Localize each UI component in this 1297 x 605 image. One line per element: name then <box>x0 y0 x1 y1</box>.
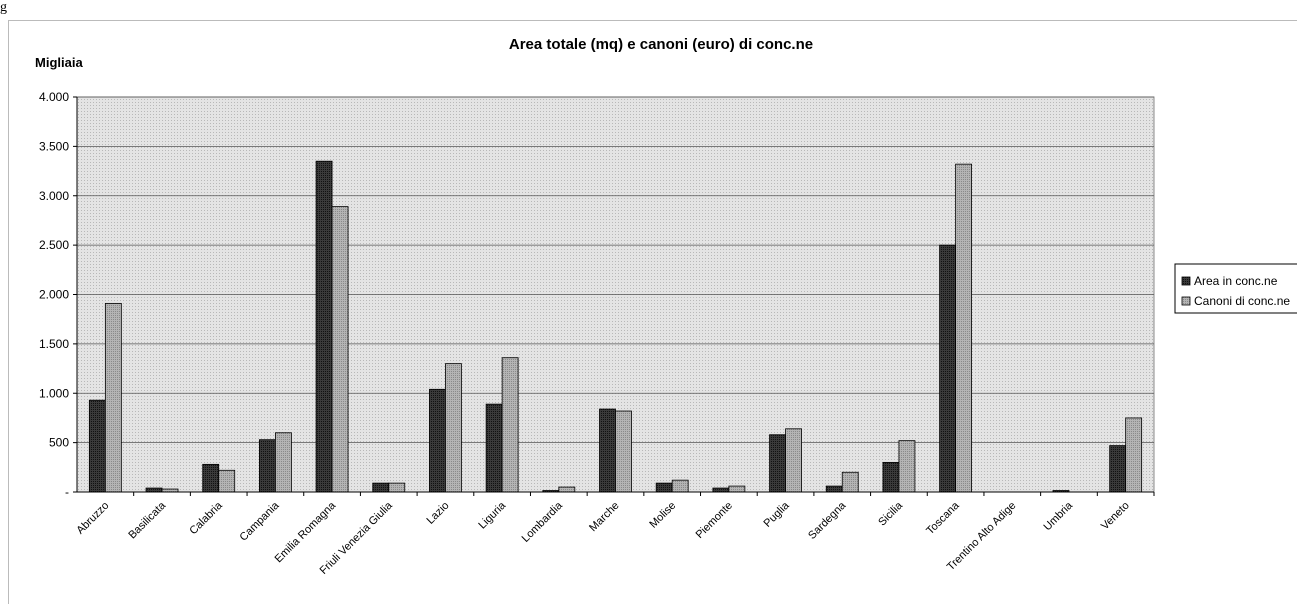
legend-swatch-area <box>1182 277 1190 285</box>
x-category-label: Veneto <box>1099 500 1132 533</box>
bar-canoni <box>672 480 688 492</box>
y-tick-label: 3.500 <box>39 139 69 153</box>
x-category-label: Piemonte <box>694 500 735 541</box>
x-category-label: Abruzzo <box>74 500 111 537</box>
bar-area <box>713 488 729 492</box>
y-tick-label: 1.500 <box>39 337 69 351</box>
bar-canoni <box>275 433 291 492</box>
x-category-label: Basilicata <box>126 499 168 541</box>
bar-canoni <box>786 429 802 492</box>
legend-swatch-canoni <box>1182 297 1190 305</box>
bar-canoni <box>219 470 235 492</box>
legend-label-canoni: Canoni di conc.ne <box>1194 294 1290 308</box>
x-category-label: Umbria <box>1042 499 1076 533</box>
x-category-label: Toscana <box>924 499 962 537</box>
x-category-label: Molise <box>647 500 678 531</box>
x-category-label: Sardegna <box>806 499 849 542</box>
x-category-label: Puglia <box>762 499 793 530</box>
bar-area <box>146 488 162 492</box>
bar-area <box>316 161 332 492</box>
chart-title: Area totale (mq) e canoni (euro) di conc… <box>509 36 813 53</box>
bar-area <box>1110 446 1126 492</box>
bar-area <box>826 486 842 492</box>
bar-canoni <box>332 207 348 492</box>
x-category-label: Calabria <box>187 499 225 537</box>
x-category-label: Liguria <box>476 499 508 531</box>
y-tick-label: 1.000 <box>39 386 69 400</box>
bar-canoni <box>1126 418 1142 492</box>
bar-area <box>429 389 445 492</box>
y-tick-label: 2.000 <box>39 288 69 302</box>
bar-canoni <box>956 164 972 492</box>
y-unit-label: Migliaia <box>35 55 83 70</box>
bar-canoni <box>502 358 518 492</box>
x-axis-labels: Abruzzo Basilicata Calabria CampaniaEmilia … <box>74 492 1154 577</box>
y-tick-label: - <box>65 485 69 499</box>
chart-svg: Area totale (mq) e canoni (euro) di conc… <box>9 21 1297 605</box>
legend-label-area: Area in conc.ne <box>1194 274 1278 288</box>
y-axis-ticks: - 500 1.000 1.500 2.000 2.500 3.000 3.500 4.000 <box>39 90 77 499</box>
bar-canoni <box>842 472 858 492</box>
bar-canoni <box>729 486 745 492</box>
bar-canoni <box>389 483 405 492</box>
bar-canoni <box>559 487 575 492</box>
bar-area <box>940 245 956 492</box>
x-category-label: Emilia Romagna <box>273 499 339 565</box>
y-tick-label: 3.000 <box>39 189 69 203</box>
bar-canoni <box>616 411 632 492</box>
x-category-label: Marche <box>587 500 621 534</box>
legend: Area in conc.ne Canoni di conc.ne <box>1175 264 1297 313</box>
y-tick-label: 500 <box>49 436 69 450</box>
bar-area <box>883 462 899 492</box>
y-tick-label: 2.500 <box>39 238 69 252</box>
y-tick-label: 4.000 <box>39 90 69 104</box>
bar-canoni <box>899 441 915 492</box>
x-category-label: Lazio <box>424 500 451 527</box>
bar-area <box>486 404 502 492</box>
bar-area <box>600 409 616 492</box>
bar-area <box>770 435 786 492</box>
bar-area <box>89 400 105 492</box>
corner-label: g <box>0 0 7 16</box>
bar-area <box>373 483 389 492</box>
bar-area <box>656 483 672 492</box>
chart-frame: Area totale (mq) e canoni (euro) di conc… <box>8 20 1297 604</box>
x-category-label: Lombardia <box>520 499 566 545</box>
bar-canoni <box>105 303 121 492</box>
bar-area <box>259 440 275 492</box>
x-category-label: Sicilia <box>876 499 905 528</box>
x-category-label: Campania <box>238 499 283 544</box>
bar-area <box>203 464 219 492</box>
bar-canoni <box>445 364 461 492</box>
